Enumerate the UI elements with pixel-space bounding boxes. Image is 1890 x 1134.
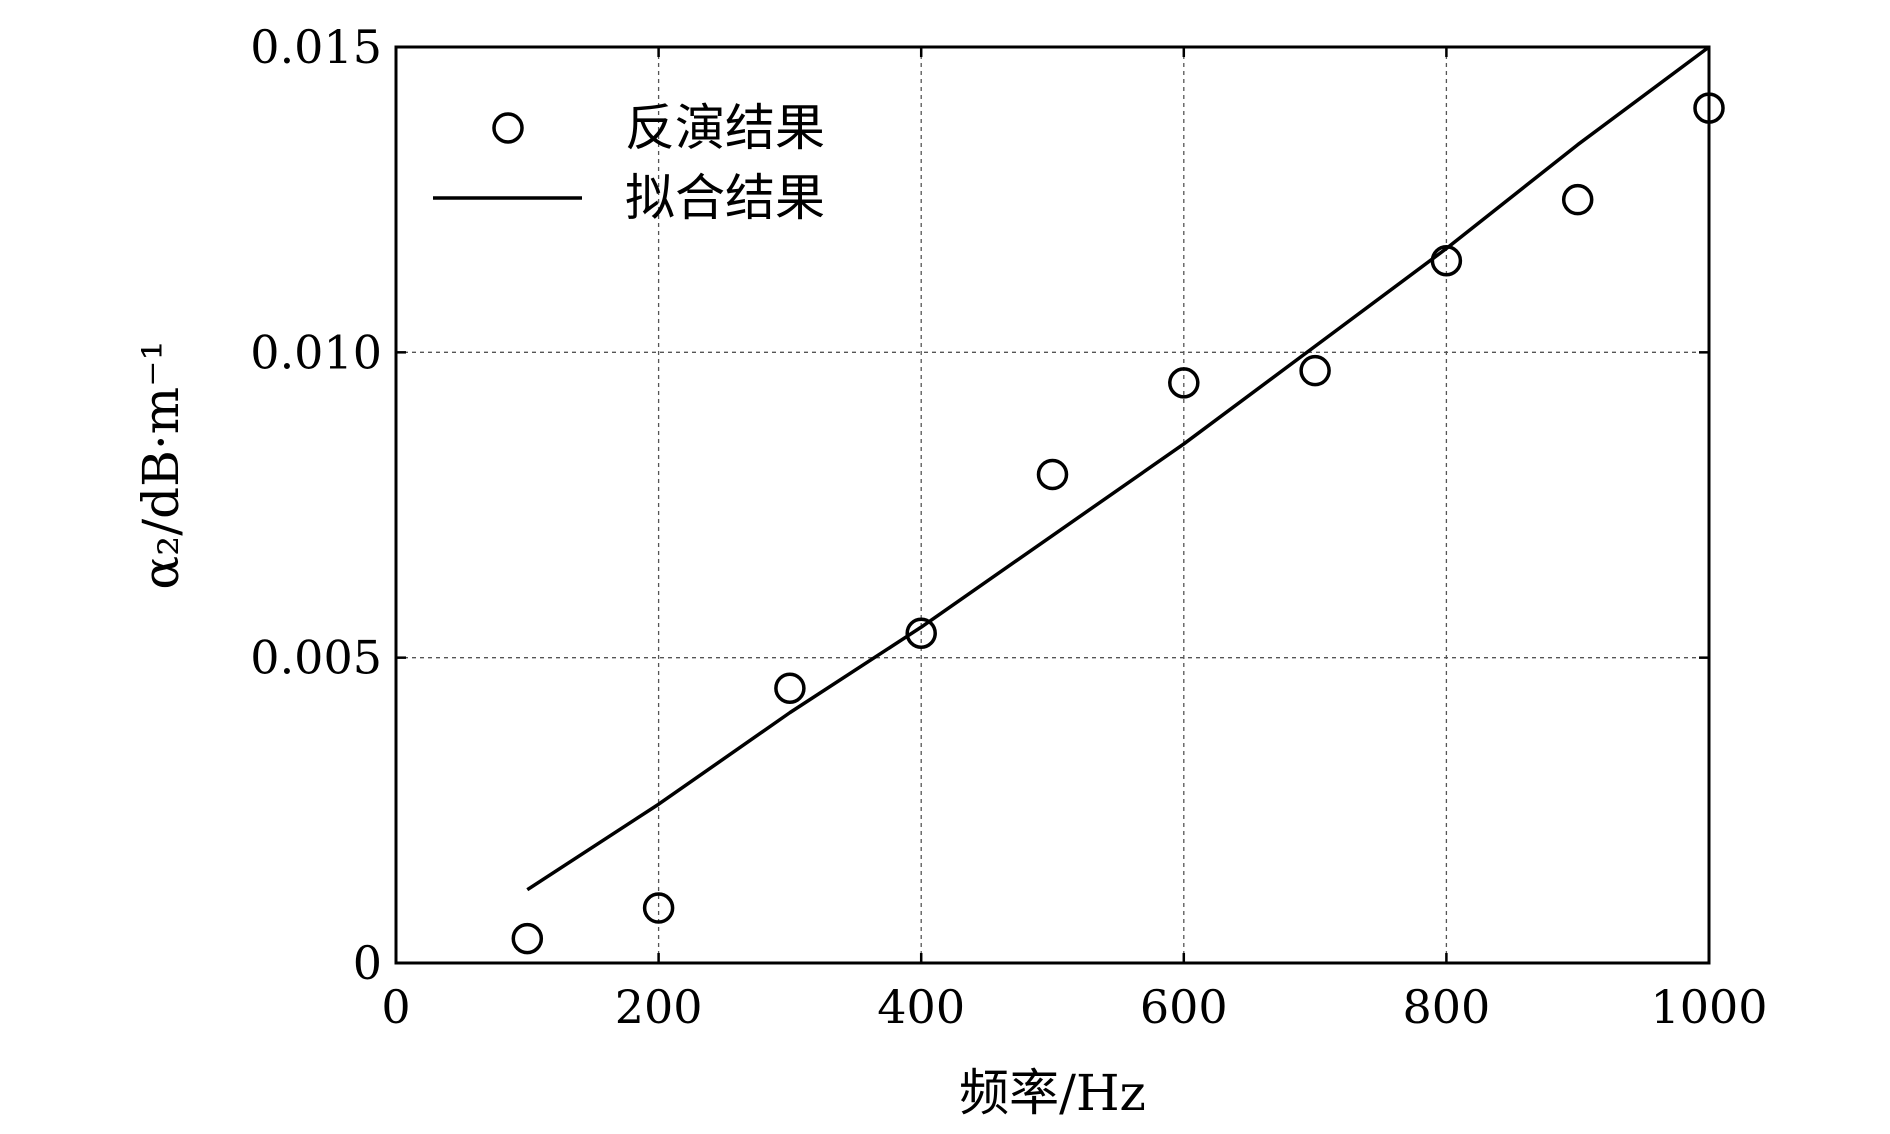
inversion-point — [642, 892, 675, 924]
x-tick-label: 0 — [381, 980, 410, 1034]
inversion-point — [774, 672, 806, 704]
legend-marker-inversion — [492, 112, 524, 144]
x-tick-label: 1000 — [1650, 980, 1767, 1034]
legend-label-inversion: 反演结果 — [625, 99, 825, 157]
inversion-point — [1036, 458, 1069, 491]
x-tick-label: 800 — [1402, 980, 1490, 1034]
y-tick-label: 0.010 — [250, 325, 382, 379]
y-tick-label: 0 — [353, 936, 382, 990]
fit-line — [526, 45, 1711, 892]
y-axis-tick-labels: 0 0.005 0.010 0.015 — [250, 20, 382, 990]
y-tick-label: 0.015 — [250, 20, 382, 74]
inversion-point — [1693, 92, 1725, 124]
inversion-point — [511, 922, 544, 955]
x-axis-tick-labels: 0 200 400 600 800 1000 — [381, 980, 1767, 1034]
inversion-point — [1561, 183, 1594, 216]
inversion-point — [905, 617, 937, 649]
inversion-point — [1168, 367, 1200, 399]
inversion-point — [1299, 354, 1331, 387]
axis-ticks — [394, 45, 1711, 965]
plot-frame — [394, 45, 1711, 965]
x-tick-label: 200 — [615, 980, 703, 1034]
grid — [396, 47, 1709, 963]
legend-label-fit: 拟合结果 — [625, 169, 825, 227]
y-tick-label: 0.005 — [250, 631, 382, 685]
legend: 反演结果 拟合结果 — [433, 99, 825, 227]
inversion-point — [1430, 244, 1463, 277]
series-layer — [511, 45, 1725, 955]
x-tick-label: 400 — [877, 980, 965, 1034]
x-axis-title: 频率/Hz — [959, 1064, 1146, 1122]
y-axis-title: α₂/dB·m⁻¹ — [132, 340, 190, 589]
x-tick-label: 600 — [1140, 980, 1228, 1034]
